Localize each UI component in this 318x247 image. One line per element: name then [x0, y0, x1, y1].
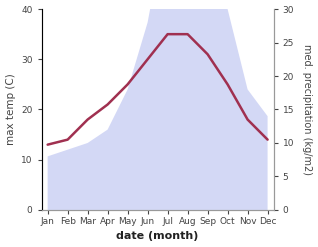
Y-axis label: max temp (C): max temp (C) [5, 74, 16, 145]
X-axis label: date (month): date (month) [116, 231, 199, 242]
Y-axis label: med. precipitation (kg/m2): med. precipitation (kg/m2) [302, 44, 313, 175]
